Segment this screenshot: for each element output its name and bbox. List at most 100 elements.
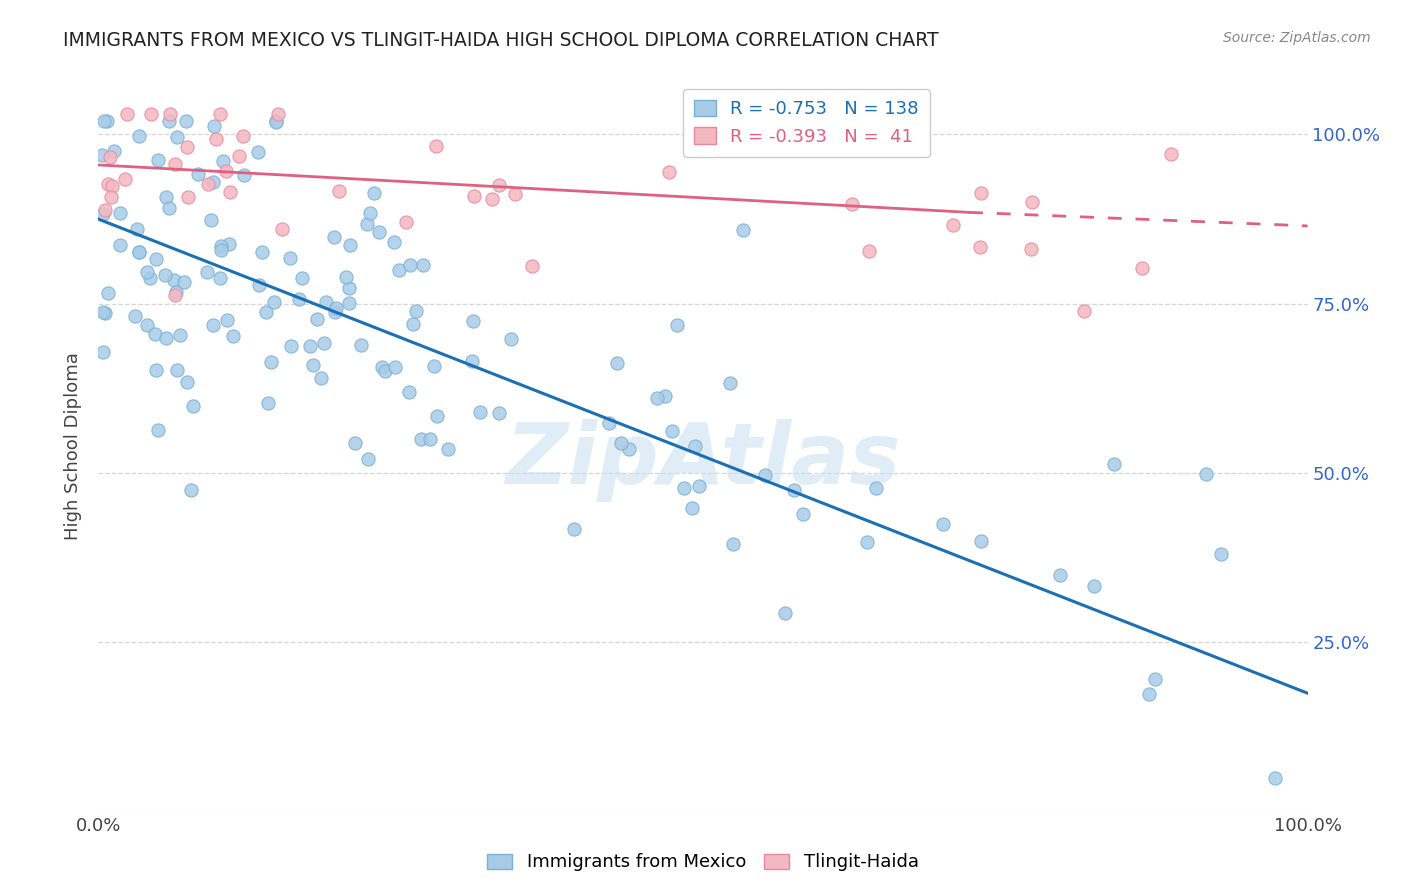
Point (481, 193, 503, 207)
Point (1144, 672, 1167, 686)
Point (312, 335, 335, 350)
Point (305, 312, 328, 326)
Point (267, 107, 290, 121)
Point (187, 167, 209, 181)
Point (100, 150, 122, 164)
Point (405, 304, 427, 318)
Point (339, 295, 361, 310)
Point (166, 362, 188, 376)
Point (263, 294, 285, 309)
Point (562, 522, 585, 536)
Point (202, 119, 225, 133)
Point (135, 318, 157, 332)
Point (174, 114, 197, 128)
Point (146, 423, 169, 437)
Point (356, 217, 378, 231)
Point (157, 114, 180, 128)
Point (501, 331, 523, 345)
Point (337, 281, 360, 295)
Point (841, 196, 863, 211)
Point (969, 533, 991, 548)
Point (93, 305, 115, 319)
Point (323, 305, 346, 319)
Point (163, 273, 186, 287)
Point (200, 213, 222, 227)
Point (1049, 568, 1071, 582)
Point (658, 165, 681, 179)
Point (598, 416, 620, 430)
Point (932, 517, 955, 532)
Point (298, 339, 321, 353)
Point (165, 285, 187, 299)
Point (468, 405, 491, 419)
Point (103, 144, 125, 158)
Point (1195, 467, 1218, 482)
Point (645, 391, 668, 405)
Y-axis label: High School Diploma: High School Diploma (65, 352, 83, 540)
Point (166, 130, 188, 145)
Point (301, 359, 323, 373)
Point (688, 479, 710, 493)
Point (222, 329, 245, 343)
Point (969, 186, 991, 201)
Point (209, 239, 232, 253)
Point (163, 157, 186, 171)
Point (135, 265, 157, 279)
Point (461, 314, 484, 328)
Point (97, 177, 120, 191)
Point (942, 219, 965, 233)
Legend: R = -0.753   N = 138, R = -0.393   N =  41: R = -0.753 N = 138, R = -0.393 N = 41 (683, 89, 929, 156)
Point (309, 371, 332, 385)
Point (328, 184, 350, 198)
Point (288, 292, 311, 306)
Point (211, 154, 233, 169)
Point (718, 376, 741, 391)
Point (176, 375, 198, 389)
Point (201, 318, 224, 332)
Point (290, 271, 312, 285)
Point (395, 215, 418, 229)
Point (1160, 147, 1182, 161)
Point (384, 360, 406, 375)
Point (93, 114, 115, 128)
Point (219, 185, 242, 199)
Point (266, 114, 288, 128)
Point (145, 252, 167, 266)
Point (228, 148, 250, 162)
Point (165, 287, 187, 301)
Point (398, 384, 420, 399)
Point (412, 258, 434, 272)
Point (155, 190, 177, 204)
Point (100, 179, 122, 194)
Point (215, 164, 238, 178)
Point (94, 202, 117, 217)
Point (783, 483, 806, 497)
Point (278, 251, 301, 265)
Point (617, 442, 640, 457)
Point (339, 237, 361, 252)
Point (409, 432, 432, 446)
Point (246, 145, 269, 159)
Point (368, 225, 391, 239)
Point (209, 244, 232, 258)
Point (731, 223, 754, 237)
Point (1019, 242, 1042, 256)
Point (250, 245, 273, 260)
Point (426, 409, 449, 423)
Point (683, 440, 706, 454)
Point (661, 424, 683, 438)
Point (180, 483, 202, 497)
Point (1211, 547, 1233, 561)
Point (388, 263, 411, 277)
Point (382, 235, 405, 249)
Point (195, 265, 218, 279)
Point (419, 432, 441, 446)
Point (792, 507, 814, 521)
Point (91, 206, 114, 220)
Point (322, 230, 344, 244)
Point (177, 190, 200, 204)
Point (1130, 261, 1153, 276)
Point (249, 277, 271, 292)
Point (266, 115, 288, 129)
Point (232, 128, 254, 143)
